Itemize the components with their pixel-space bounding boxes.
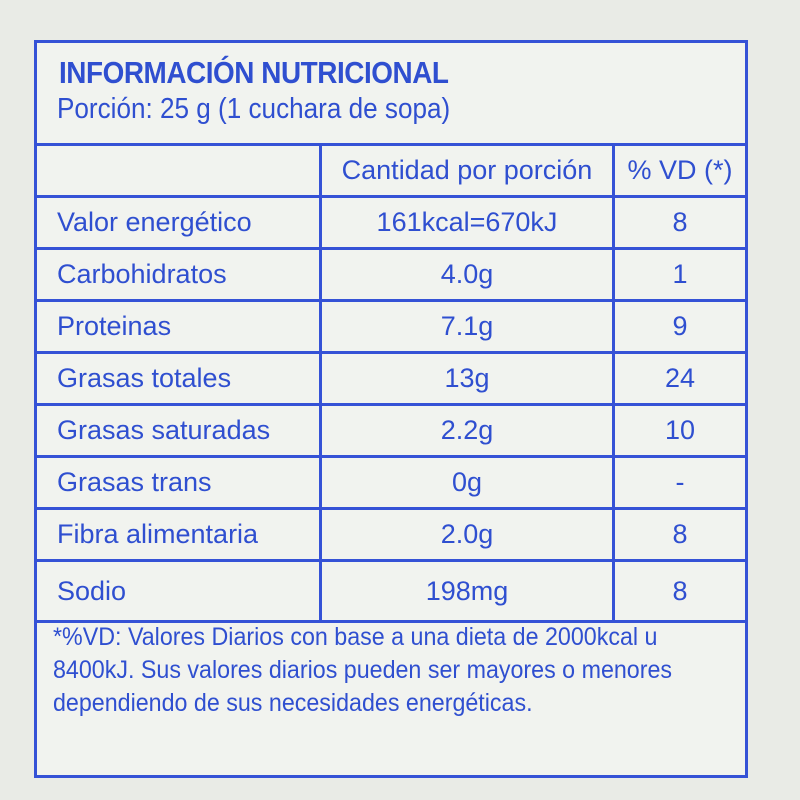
nutrient-vd: 9: [612, 299, 748, 354]
table-header: Cantidad por porción % VD (*): [34, 143, 748, 198]
nutrient-name: Fibra alimentaria: [34, 507, 322, 562]
nutrient-vd: -: [612, 455, 748, 510]
nutrient-amount: 2.0g: [319, 507, 615, 562]
nutrient-vd: 1: [612, 247, 748, 302]
nutrient-name: Grasas saturadas: [34, 403, 322, 458]
nutrient-name: Valor energético: [34, 195, 322, 250]
nutrient-vd: 10: [612, 403, 748, 458]
nutrient-vd: 8: [612, 507, 748, 562]
table-row: Sodio 198mg 8: [34, 559, 748, 623]
table-row: Proteinas 7.1g 9: [34, 299, 748, 354]
portion-size: Porción: 25 g (1 cuchara de sopa): [57, 93, 451, 125]
nutrient-vd: 8: [612, 559, 748, 623]
table-row: Valor energético 161kcal=670kJ 8: [34, 195, 748, 250]
nutrient-name: Proteinas: [34, 299, 322, 354]
nutrient-vd: 8: [612, 195, 748, 250]
nutrition-table: Cantidad por porción % VD (*) Valor ener…: [34, 143, 748, 623]
label-title: INFORMACIÓN NUTRICIONAL: [59, 55, 449, 90]
nutrient-amount: 161kcal=670kJ: [319, 195, 615, 250]
table-row: Grasas trans 0g -: [34, 455, 748, 510]
nutrient-amount: 13g: [319, 351, 615, 406]
table-row: Grasas saturadas 2.2g 10: [34, 403, 748, 458]
nutrient-amount: 2.2g: [319, 403, 615, 458]
nutrient-name: Grasas trans: [34, 455, 322, 510]
nutrition-label: INFORMACIÓN NUTRICIONAL Porción: 25 g (1…: [34, 40, 748, 778]
header-vd: % VD (*): [612, 143, 748, 198]
nutrient-name: Grasas totales: [34, 351, 322, 406]
nutrient-amount: 4.0g: [319, 247, 615, 302]
nutrient-name: Sodio: [34, 559, 322, 623]
nutrient-amount: 7.1g: [319, 299, 615, 354]
header-amount: Cantidad por porción: [319, 143, 615, 198]
nutrient-name: Carbohidratos: [34, 247, 322, 302]
nutrient-vd: 24: [612, 351, 748, 406]
table-row: Carbohidratos 4.0g 1: [34, 247, 748, 302]
nutrient-amount: 0g: [319, 455, 615, 510]
footnote: *%VD: Valores Diarios con base a una die…: [53, 623, 673, 717]
table-row: Fibra alimentaria 2.0g 8: [34, 507, 748, 562]
nutrient-amount: 198mg: [319, 559, 615, 623]
table-row: Grasas totales 13g 24: [34, 351, 748, 406]
